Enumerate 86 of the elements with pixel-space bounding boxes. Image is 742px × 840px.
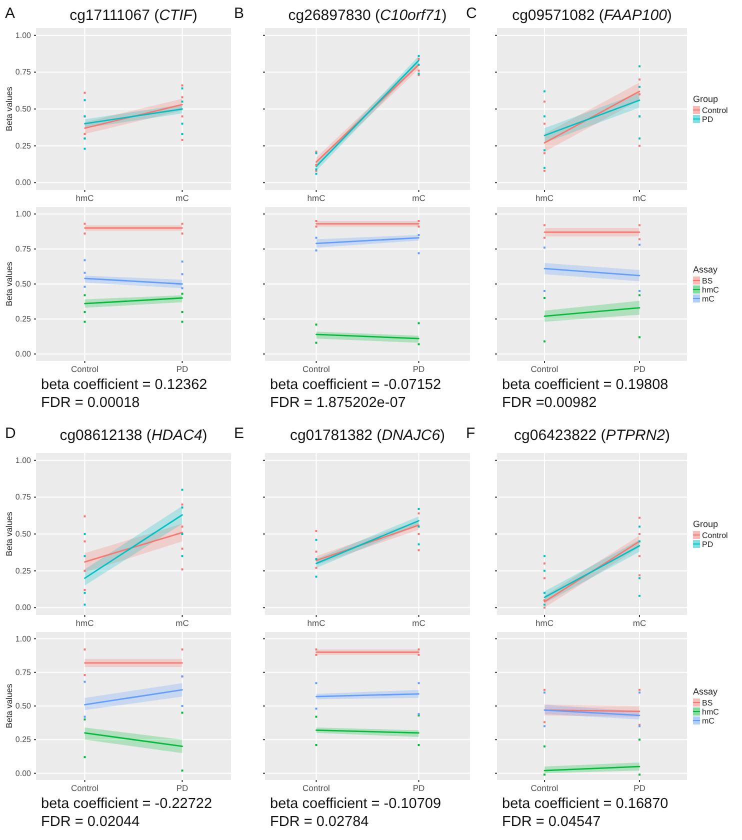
text: beta coefficient = -0.10709 — [270, 796, 442, 812]
legend-title: Group — [693, 519, 718, 529]
x-tick-label: hmC — [76, 193, 94, 204]
legend-label: BS — [702, 698, 713, 708]
y-axis-title: Beta values — [4, 512, 14, 556]
x-tick-label: PD — [412, 364, 425, 374]
text: D — [5, 425, 16, 442]
y-tick-label: 0.75 — [15, 492, 32, 502]
chart-title: cg08612138 (HDAC4) — [60, 427, 208, 444]
text: beta coefficient = 0.16870 — [502, 796, 668, 812]
x-tick-label: hmC — [536, 618, 554, 628]
legend-label: mC — [702, 716, 715, 726]
legend-title: Assay — [693, 686, 718, 696]
x-tick-label: Control — [302, 364, 330, 374]
y-tick-label: 1.00 — [15, 456, 32, 465]
y-tick-label: 0.25 — [15, 314, 32, 324]
y-tick-label: 0.50 — [15, 530, 32, 539]
text: C — [466, 5, 477, 22]
legend-label: PD — [702, 115, 714, 124]
y-tick-label: 0.50 — [15, 280, 32, 289]
x-tick-label: PD — [176, 783, 188, 794]
x-tick-label: mC — [412, 618, 426, 628]
text: F — [466, 425, 476, 442]
y-tick-label: 0.75 — [15, 68, 32, 77]
legend-title: Assay — [693, 264, 718, 274]
x-tick-label: PD — [634, 783, 646, 794]
x-tick-label: PD — [634, 364, 646, 374]
legend-label: hmC — [702, 708, 720, 716]
y-axis-title: Beta values — [4, 86, 14, 132]
y-axis-title: Beta values — [4, 684, 14, 728]
y-tick-label: 0.75 — [15, 244, 32, 254]
x-tick-label: Control — [530, 783, 558, 794]
y-tick-label: 0.25 — [15, 141, 32, 150]
text: E — [234, 425, 244, 442]
text: FDR =0.00982 — [502, 395, 597, 411]
x-tick-label: PD — [176, 364, 188, 374]
text: FDR = 0.04547 — [502, 814, 601, 830]
x-tick-label: hmC — [307, 618, 326, 628]
x-tick-label: hmC — [76, 618, 94, 628]
chart-title: cg17111067 (CTIF) — [70, 7, 198, 24]
x-tick-label: hmC — [307, 193, 326, 204]
legend-title: Group — [693, 94, 718, 104]
y-tick-label: 1.00 — [15, 634, 32, 644]
legend-label: PD — [702, 540, 714, 549]
legend-label: BS — [702, 276, 713, 286]
x-tick-label: Control — [71, 364, 99, 374]
chart-title: cg26897830 (C10orf71) — [288, 7, 447, 24]
x-tick-label: PD — [412, 783, 425, 794]
legend-label: Control — [702, 531, 728, 540]
chart-title: cg09571082 (FAAP100) — [512, 7, 672, 24]
text: beta coefficient = 0.19808 — [502, 377, 668, 393]
x-tick-label: mC — [176, 193, 189, 204]
y-tick-label: 0.25 — [15, 735, 32, 744]
text: B — [234, 5, 244, 22]
legend-label: hmC — [702, 286, 720, 294]
y-tick-label: 0.75 — [15, 668, 32, 677]
text: FDR = 0.02784 — [270, 814, 369, 830]
x-tick-label: Control — [302, 783, 330, 794]
y-tick-label: 0.50 — [15, 104, 32, 114]
y-tick-label: 0.00 — [15, 350, 32, 359]
text: FDR = 1.875202e-07 — [270, 395, 406, 411]
legend-label: Control — [702, 106, 728, 115]
y-tick-label: 1.00 — [15, 210, 32, 219]
y-tick-label: 0.00 — [15, 768, 32, 778]
text: FDR = 0.00018 — [41, 395, 140, 411]
x-tick-label: mC — [412, 193, 426, 204]
y-tick-label: 1.00 — [15, 30, 32, 40]
x-tick-label: Control — [71, 783, 99, 794]
x-tick-label: Control — [530, 364, 558, 374]
text: A — [5, 5, 16, 22]
legend-label: mC — [702, 294, 715, 304]
text: beta coefficient = -0.22722 — [41, 796, 212, 812]
x-tick-label: hmC — [536, 193, 554, 204]
y-axis-title: Beta values — [4, 262, 14, 306]
y-tick-label: 0.00 — [15, 603, 32, 612]
x-tick-label: mC — [632, 618, 646, 628]
chart-title: cg06423822 (PTPRN2) — [514, 427, 670, 444]
text: FDR = 0.02044 — [41, 814, 140, 830]
x-tick-label: mC — [632, 193, 646, 204]
y-tick-label: 0.50 — [15, 702, 32, 711]
y-tick-label: 0.00 — [15, 178, 32, 188]
chart-title: cg01781382 (DNAJC6) — [290, 427, 446, 444]
text: beta coefficient = -0.07152 — [270, 377, 442, 393]
x-tick-label: mC — [176, 618, 189, 628]
text: beta coefficient = 0.12362 — [41, 377, 208, 393]
y-tick-label: 0.25 — [15, 566, 32, 576]
